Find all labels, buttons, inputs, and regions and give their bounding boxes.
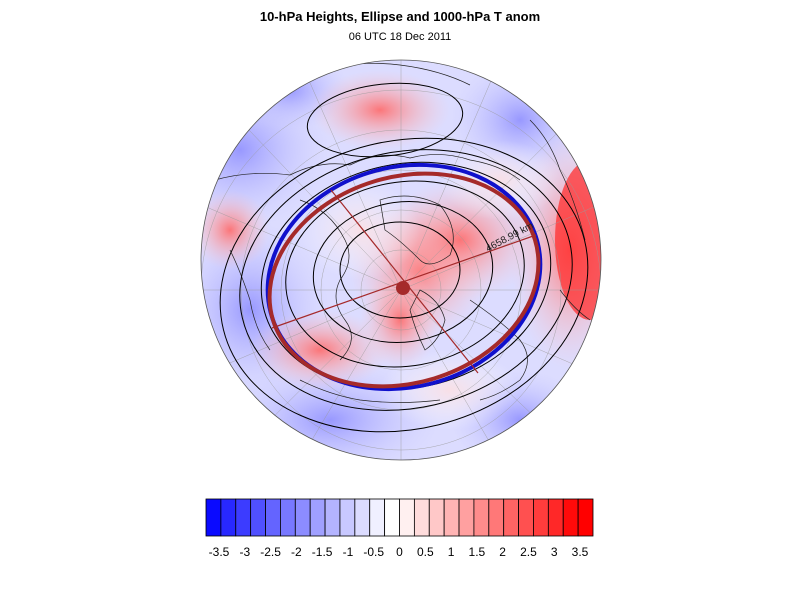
- colorbar-tick-label: 1.5: [469, 545, 486, 559]
- colorbar-box: [235, 498, 252, 537]
- colorbar-box: [369, 498, 386, 537]
- colorbar-box: [384, 498, 400, 537]
- page-subtitle: 06 UTC 18 Dec 2011: [348, 31, 452, 43]
- colorbar-tick-label: 1: [448, 545, 455, 559]
- colorbar-tick-label: -2: [291, 545, 302, 559]
- colorbar-box: [413, 498, 430, 537]
- colorbar-box: [577, 498, 594, 537]
- colorbar-box: [309, 498, 326, 537]
- colorbar-box: [205, 498, 222, 537]
- colorbar-box: [250, 498, 266, 537]
- page-title: 10-hPa Heights, Ellipse and 1000-hPa T a…: [259, 9, 541, 24]
- colorbar-box: [339, 498, 356, 537]
- colorbar-tick-label: -1.5: [312, 545, 333, 559]
- colorbar-box: [280, 498, 296, 537]
- colorbar-tick-label: -3: [239, 545, 250, 559]
- colorbar-box: [428, 498, 445, 537]
- colorbar-box: [324, 498, 341, 537]
- colorbar-box: [354, 498, 371, 537]
- colorbar-boxes: [205, 498, 594, 537]
- colorbar-tick-label: -2.5: [260, 545, 281, 559]
- colorbar-tick-label: -3.5: [209, 545, 230, 559]
- colorbar-box: [294, 498, 311, 537]
- colorbar-tick-label: 3.5: [572, 545, 589, 559]
- colorbar-box: [458, 498, 475, 537]
- colorbar-labels: -3.5 -3 -2.5 -2 -1.5 -1 -0.5 0 0.5 1 1.5 2 2.5 3 3.5: [209, 545, 589, 559]
- colorbar-box: [265, 498, 281, 537]
- vortex-center-marker: [396, 281, 410, 295]
- colorbar-box: [518, 498, 534, 537]
- colorbar-box: [547, 498, 564, 537]
- colorbar-tick-label: 2.5: [520, 545, 537, 559]
- colorbar-tick-label: -1: [343, 545, 354, 559]
- colorbar-box: [443, 498, 460, 537]
- colorbar-tick-label: 0: [396, 545, 403, 559]
- colorbar-tick-label: 3: [551, 545, 558, 559]
- colorbar-box: [562, 498, 579, 537]
- polar-map: 4658.99 km: [200, 59, 602, 461]
- vortex-ellipse-inner: [267, 171, 541, 389]
- colorbar-box: [503, 498, 519, 537]
- colorbar-tick-label: 2: [499, 545, 506, 559]
- colorbar-box: [488, 498, 505, 537]
- colorbar-tick-label: 0.5: [417, 545, 434, 559]
- colorbar-box: [473, 498, 490, 537]
- globe-outline: [200, 59, 602, 461]
- colorbar-tick-label: -0.5: [363, 545, 384, 559]
- colorbar-box: [220, 498, 237, 537]
- colorbar-box: [399, 498, 415, 537]
- colorbar-box: [533, 498, 549, 537]
